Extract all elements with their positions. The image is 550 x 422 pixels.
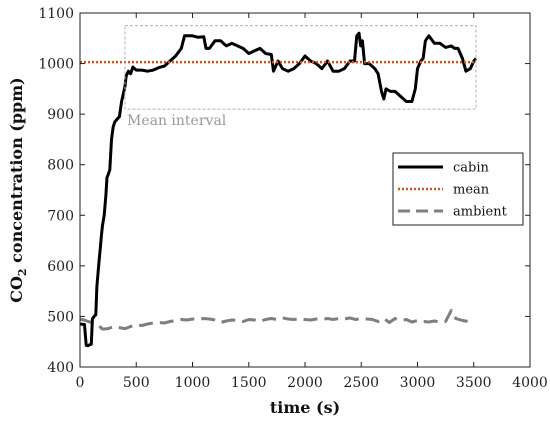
y-tick-label: 500: [47, 309, 74, 325]
x-tick-label: 500: [123, 375, 150, 391]
x-tick-label: 2500: [343, 375, 379, 391]
mean-interval-box: [124, 25, 477, 110]
y-axis-title-suffix: concentration (ppm): [7, 77, 26, 268]
x-tick-label: 3000: [400, 375, 436, 391]
y-axis-title: CO2 concentration (ppm): [7, 77, 29, 302]
axes: [79, 12, 531, 368]
mean-interval-label: Mean interval: [127, 113, 227, 129]
y-tick-label: 800: [47, 158, 74, 174]
y-tick-label: 900: [47, 107, 74, 123]
legend-label-ambient: ambient: [453, 205, 508, 220]
x-tick-label: 1500: [231, 375, 267, 391]
y-tick-label: 1000: [38, 57, 74, 73]
legend-label-cabin: cabin: [453, 161, 490, 176]
y-axis-title-prefix: CO: [7, 276, 26, 303]
y-tick-label: 400: [47, 360, 74, 376]
x-tick-label: 4000: [512, 375, 548, 391]
x-axis-title: time (s): [270, 398, 340, 417]
y-axis-title-subscript: 2: [16, 268, 29, 276]
y-tick-label: 600: [47, 259, 74, 275]
x-tick-label: 0: [76, 375, 85, 391]
x-tick-label: 1000: [175, 375, 211, 391]
legend-label-mean: mean: [453, 183, 490, 198]
y-tick-label: 700: [47, 208, 74, 224]
mean-interval-annotation: Mean interval: [124, 25, 477, 129]
y-tick-label: 1100: [38, 6, 74, 22]
series-line-ambient: [79, 308, 474, 331]
tick-labels: 0 500 1000 1500 2000 2500 3000 3500 4000 400 500 60…: [38, 6, 547, 391]
series-layer: [79, 31, 478, 348]
legend: cabin mean ambient: [392, 152, 524, 226]
x-tick-label: 2000: [287, 375, 323, 391]
series-line-cabin: [79, 31, 478, 348]
x-tick-label: 3500: [456, 375, 492, 391]
